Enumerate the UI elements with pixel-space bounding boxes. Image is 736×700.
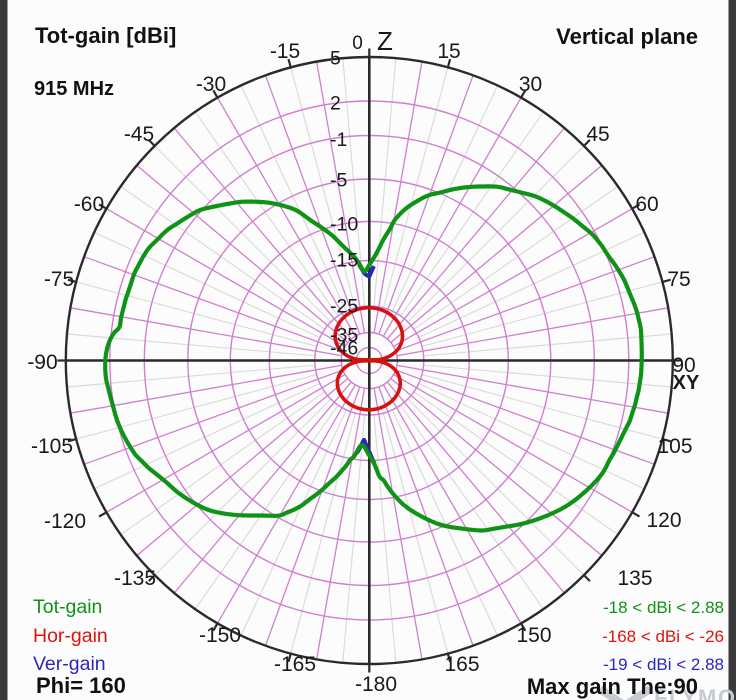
svg-text:-165: -165 [274,653,316,676]
svg-text:-180: -180 [355,673,397,696]
svg-text:90: 90 [672,354,695,377]
svg-text:-15: -15 [330,250,358,272]
svg-text:-5: -5 [330,170,347,192]
svg-text:60: 60 [635,193,658,216]
svg-text:-150: -150 [199,624,241,647]
svg-text:-75: -75 [44,268,74,291]
svg-text:-10: -10 [330,214,358,236]
svg-text:-1: -1 [330,129,347,151]
svg-text:Vertical plane: Vertical plane [556,24,698,49]
svg-text:5: 5 [330,48,341,70]
svg-text:135: 135 [617,567,652,590]
svg-text:2: 2 [330,93,341,115]
svg-text:-15: -15 [270,40,300,63]
svg-text:-105: -105 [31,435,73,458]
svg-text:Phi= 160: Phi= 160 [36,673,126,698]
svg-text:Tot-gain: Tot-gain [33,596,102,618]
svg-text:120: 120 [646,509,681,532]
svg-text:-46: -46 [330,338,358,360]
svg-text:XY: XY [673,372,700,394]
svg-text:FLYMOD: FLYMOD [654,685,736,700]
svg-text:-60: -60 [74,193,104,216]
svg-text:Ver-gain: Ver-gain [33,653,106,675]
svg-text:-18 < dBi < 2.88: -18 < dBi < 2.88 [603,598,724,617]
svg-text:-90: -90 [27,351,57,374]
svg-text:Tot-gain [dBi]: Tot-gain [dBi] [35,23,176,48]
svg-text:150: 150 [516,624,551,647]
svg-text:Max gain The:90: Max gain The:90 [527,674,698,699]
svg-text:0: 0 [352,33,363,54]
svg-text:-19 < dBi < 2.88: -19 < dBi < 2.88 [603,655,724,674]
svg-text:75: 75 [667,268,690,291]
svg-text:-35: -35 [330,325,358,347]
svg-text:-45: -45 [124,123,154,146]
svg-text:-135: -135 [114,567,156,590]
svg-text:45: 45 [586,123,609,146]
svg-text:-168 < dBi < -26: -168 < dBi < -26 [602,627,724,646]
svg-text:165: 165 [444,653,479,676]
svg-text:15: 15 [437,40,460,63]
svg-text:Z: Z [377,26,393,56]
svg-text:-25: -25 [330,296,358,318]
svg-text:105: 105 [657,435,692,458]
svg-text:-30: -30 [196,73,226,96]
svg-text:Hor-gain: Hor-gain [33,625,108,647]
svg-text:-120: -120 [44,510,86,533]
svg-text:30: 30 [519,73,542,96]
svg-text:915 MHz: 915 MHz [34,78,114,100]
